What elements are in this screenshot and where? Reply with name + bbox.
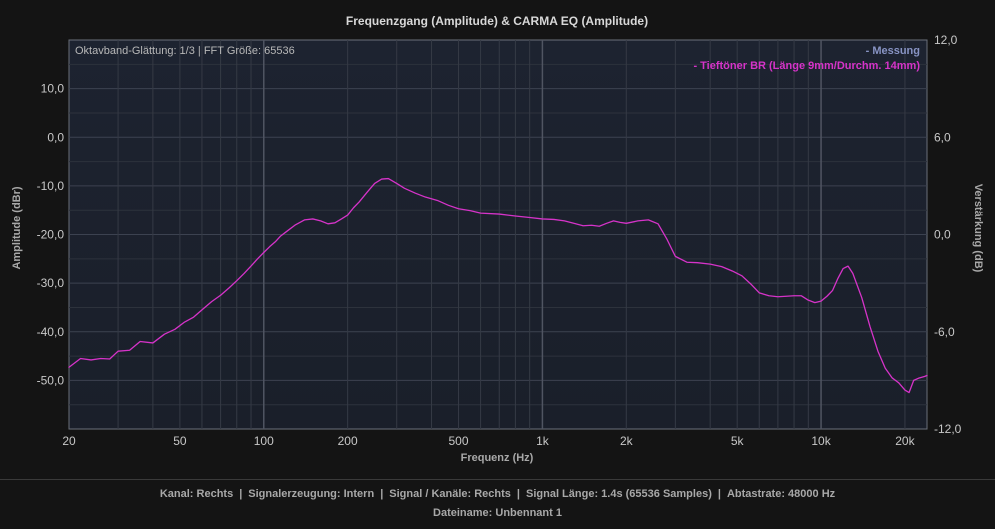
legend-entry-tieftoener[interactable]: - Tieftöner BR (Länge 9mm/Durchm. 14mm) — [693, 60, 920, 72]
x-axis-label: Frequenz (Hz) — [461, 452, 534, 464]
footer-kanal: Kanal: Rechts — [159, 488, 234, 500]
chart-title: Frequenzgang (Amplitude) & CARMA EQ (Amp… — [346, 14, 648, 28]
y-tick-label: -30,0 — [37, 276, 65, 290]
y-tick-label: -20,0 — [37, 228, 65, 242]
x-tick-label: 2k — [620, 434, 634, 448]
x-axis-ticks: 20 50 100 200 500 1k 2k 5k 10k 20k — [62, 434, 915, 448]
y-tick-label: -40,0 — [37, 325, 65, 339]
series-layer — [68, 177, 928, 394]
status-footer: Kanal: Rechts | Signalerzeugung: Intern | Si… — [0, 479, 995, 529]
footer-signalerzeugung: Signalerzeugung: Intern — [248, 488, 375, 500]
y-tick-label: -50,0 — [37, 373, 65, 387]
y2-tick-label: 6,0 — [934, 130, 951, 144]
y2-tick-label: 0,0 — [934, 228, 951, 242]
footer-abtastrate: Abtastrate: 48000 Hz — [726, 488, 836, 500]
y2-axis-ticks: 12,0 6,0 0,0 -6,0 -12,0 — [934, 33, 962, 436]
footer-dateiname: Dateiname: Unbennant 1 — [433, 507, 562, 519]
y-tick-label: 0,0 — [47, 130, 64, 144]
footer-signal-laenge: Signal Länge: 1.4s (65536 Samples) — [526, 488, 712, 500]
y-axis-ticks: 10,0 0,0 -10,0 -20,0 -30,0 -40,0 -50,0 — [37, 82, 65, 388]
x-tick-label: 500 — [449, 434, 469, 448]
x-tick-label: 50 — [173, 434, 187, 448]
footer-filename-line: Dateiname: Unbennant 1 — [0, 507, 995, 519]
y-tick-label: -10,0 — [37, 179, 65, 193]
x-tick-label: 10k — [811, 434, 831, 448]
x-tick-label: 20k — [895, 434, 915, 448]
footer-info-line: Kanal: Rechts | Signalerzeugung: Intern | Si… — [159, 488, 836, 500]
smoothing-annotation: Oktavband-Glättung: 1/3 | FFT Größe: 655… — [75, 45, 295, 57]
x-tick-label: 200 — [338, 434, 358, 448]
y2-axis-label: Verstärkung (dB) — [972, 184, 984, 273]
grid — [69, 40, 927, 429]
x-tick-label: 100 — [254, 434, 274, 448]
legend-entry-messung[interactable]: - Messung — [866, 45, 920, 57]
y2-tick-label: -12,0 — [934, 422, 962, 436]
y2-tick-label: 12,0 — [934, 33, 958, 47]
frequency-response-chart: Frequenzgang (Amplitude) & CARMA EQ (Amp… — [11, 14, 984, 464]
y-axis-label: Amplitude (dBr) — [11, 186, 23, 269]
y2-tick-label: -6,0 — [934, 325, 955, 339]
footer-signal-kanaele: Signal / Kanäle: Rechts — [389, 488, 511, 500]
x-tick-label: 5k — [731, 434, 745, 448]
y-tick-label: 10,0 — [41, 82, 65, 96]
x-tick-label: 20 — [62, 434, 76, 448]
series-line-1[interactable] — [68, 177, 928, 394]
x-tick-label: 1k — [536, 434, 550, 448]
